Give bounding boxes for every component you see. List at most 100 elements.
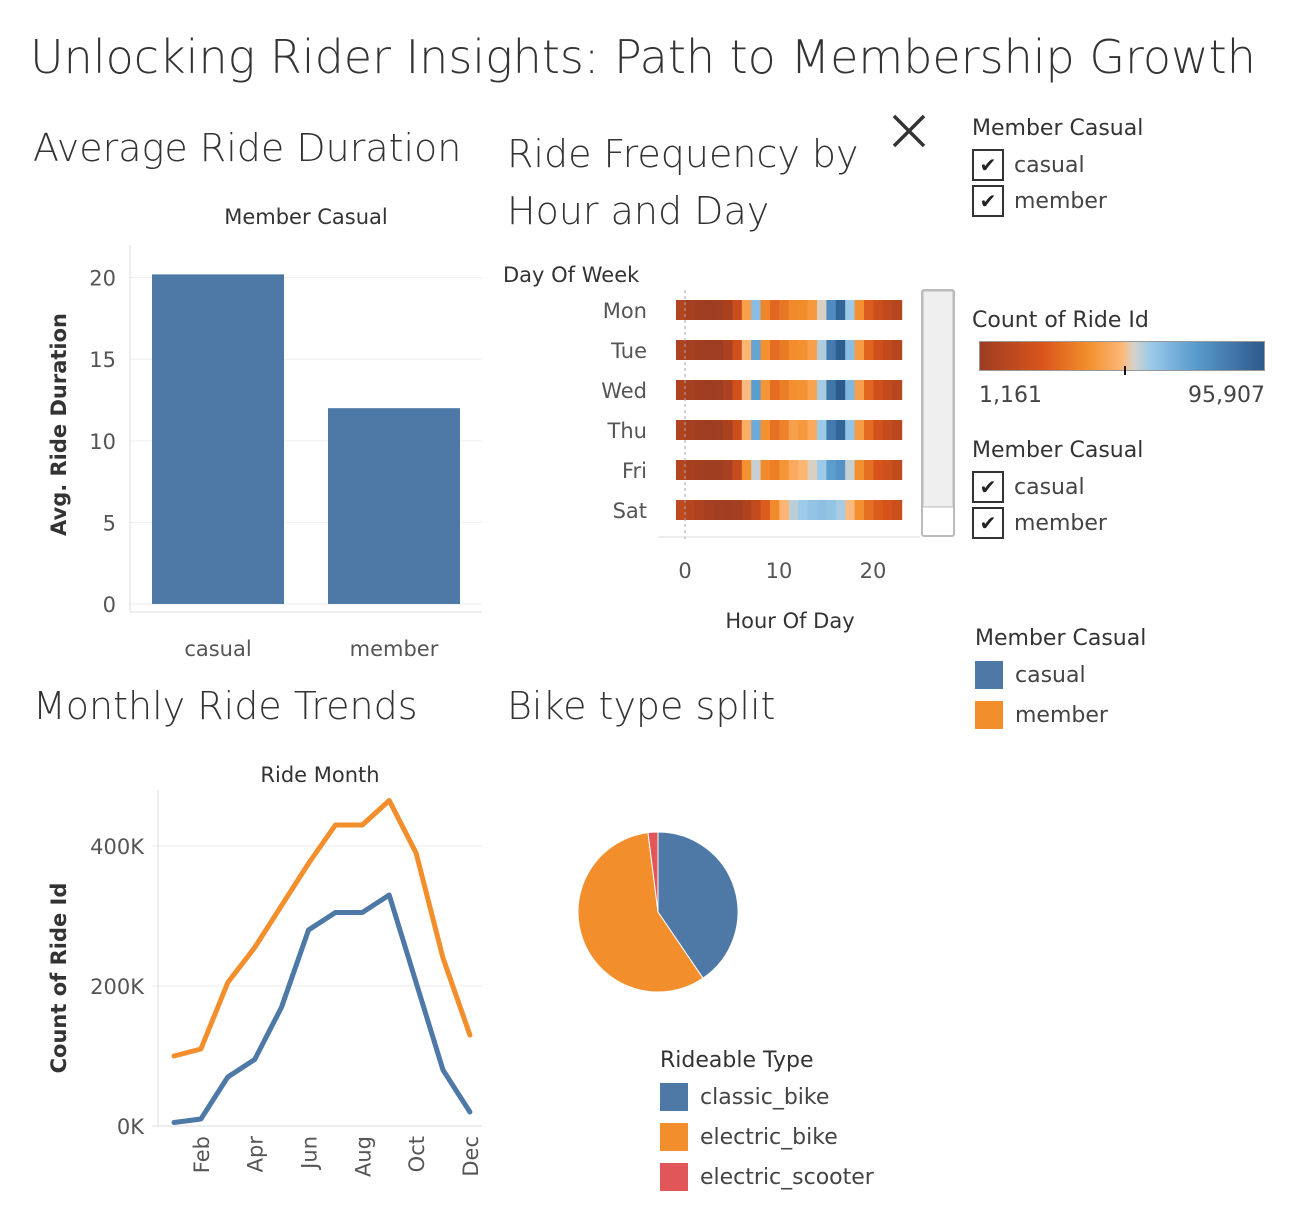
legend-swatch [975,661,1003,689]
legend-swatch [975,701,1003,729]
member-color-legend: Member Casual casual member [975,626,1146,735]
x-tick-label: 10 [766,559,793,583]
heat-cell [685,300,696,320]
heat-cell [713,380,724,400]
legend-item-electric-bike[interactable]: electric_bike [660,1117,874,1157]
y-tick-label: 20 [89,267,116,291]
heat-cell [882,460,893,480]
heat-cell [845,500,856,520]
filter-option-label: member [1014,188,1107,214]
filter-option-member[interactable]: ✔ member [972,183,1143,219]
heat-cell [882,380,893,400]
heat-cell [864,500,874,520]
heat-cell [826,500,837,520]
heat-cell [676,380,686,400]
filter-option-casual[interactable]: ✔ casual [972,469,1143,505]
heat-cell [676,500,686,520]
heat-cell [713,420,724,440]
heat-cell [826,340,837,360]
bar-member [328,408,460,604]
legend-item-casual[interactable]: casual [975,655,1146,695]
heat-cell [854,340,865,360]
heat-cell [826,300,837,320]
heat-cell [751,500,762,520]
heatmap-y-header: Day Of Week [503,263,640,287]
heat-cell [873,420,884,440]
heatmap-title: Ride Frequency by Hour and Day [507,132,859,233]
legend-label: electric_bike [700,1124,838,1150]
heat-cell [704,460,715,480]
pie-chart [577,831,739,993]
heat-cell [864,300,874,320]
heat-cell [676,420,686,440]
legend-item-member[interactable]: member [975,695,1146,735]
filter-header: Member Casual [972,438,1144,463]
y-tick-label: 5 [103,511,116,535]
heat-cell [788,300,799,320]
heat-cell [704,340,715,360]
color-legend-header: Count of Ride Id [972,308,1149,333]
heat-cell [770,460,780,480]
heat-cell [854,420,865,440]
heat-cell [807,300,818,320]
color-legend-marker [1124,366,1126,375]
heat-cell [873,380,884,400]
check-icon: ✔ [979,511,997,535]
heat-cell [826,420,837,440]
x-tick-label: Dec [459,1136,483,1177]
x-tick-label: member [350,637,439,660]
heat-cell [741,420,752,440]
legend-item-classic-bike[interactable]: classic_bike [660,1077,874,1117]
dashboard-title: Unlocking Rider Insights: Path to Member… [30,30,1256,84]
heat-cell [751,380,762,400]
filter-header: Member Casual [972,116,1144,141]
x-tick-label: Oct [405,1136,429,1172]
filter-option-casual[interactable]: ✔ casual [972,147,1143,183]
heat-cell [835,500,846,520]
heat-cell [741,460,752,480]
heat-cell [882,500,893,520]
heat-cell [892,380,903,400]
check-icon: ✔ [979,189,997,213]
heat-cell [713,340,724,360]
checkbox[interactable]: ✔ [972,149,1004,181]
heat-cell [741,300,752,320]
color-legend-ramp [979,341,1265,371]
heat-cell [807,460,818,480]
heat-cell [779,500,790,520]
heat-cell [723,340,733,360]
member-casual-filter-mid: Member Casual ✔ casual ✔ member [972,438,1143,541]
heat-cell [713,500,724,520]
heat-cell [676,300,686,320]
heat-cell [732,460,743,480]
heat-cell [694,500,705,520]
legend-swatch [660,1083,688,1111]
heat-cell [770,380,780,400]
heatmap-chart: Day Of Week Mon Tue Wed Thu Fri Sat 0 10 20 Hour O… [503,263,955,633]
check-icon: ✔ [979,475,997,499]
close-icon[interactable] [890,112,928,150]
checkbox[interactable]: ✔ [972,185,1004,217]
heat-cell [892,420,903,440]
scrollbar-thumb[interactable] [922,290,954,508]
heat-cell [741,340,752,360]
legend-item-electric-scooter[interactable]: electric_scooter [660,1157,874,1197]
heat-cell [723,460,733,480]
heat-cell [854,380,865,400]
checkbox[interactable]: ✔ [972,471,1004,503]
heat-cell [882,420,893,440]
y-tick-label: 400K [90,835,145,859]
bar-chart: Member Casual 0 5 10 15 20 casual member Avg. Ri… [47,205,482,660]
heat-cell [732,340,743,360]
filter-option-member[interactable]: ✔ member [972,505,1143,541]
heat-cell [835,380,846,400]
legend-label: member [1015,702,1108,728]
heat-cell [779,460,790,480]
checkbox[interactable]: ✔ [972,507,1004,539]
heat-cell [704,420,715,440]
heat-cell [788,340,799,360]
x-tick-label: Apr [244,1136,268,1173]
heat-cell [779,340,790,360]
heat-cell [694,460,705,480]
heat-cell [751,420,762,440]
